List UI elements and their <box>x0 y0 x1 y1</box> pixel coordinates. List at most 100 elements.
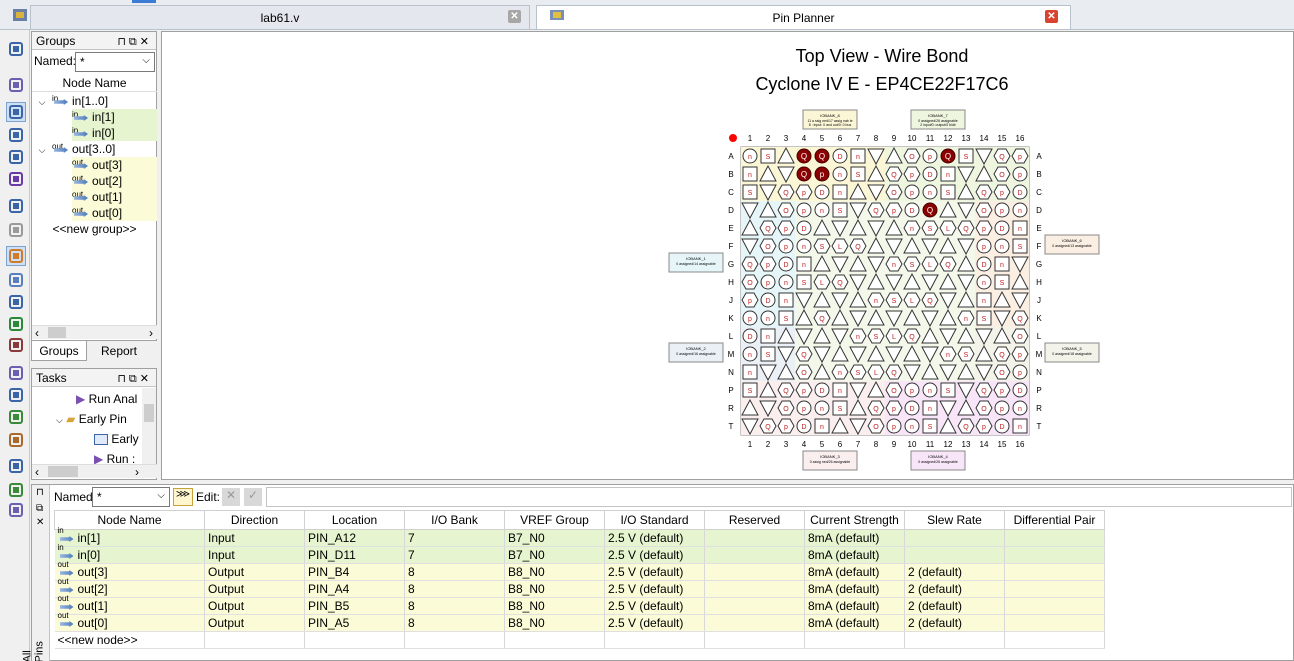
new-node-row[interactable]: <<new node>> <box>54 631 1105 649</box>
cell-reserved[interactable] <box>704 597 805 615</box>
cell-name[interactable]: out out[0] <box>54 612 205 632</box>
column-header[interactable]: Differential Pair <box>1004 510 1105 530</box>
cell-direction[interactable]: Output <box>204 614 305 632</box>
task-item[interactable]: ⌵ ▰ Early Pin <box>56 412 127 426</box>
cell-diff[interactable] <box>1004 597 1105 615</box>
io-icon[interactable] <box>6 292 26 312</box>
tab-report[interactable]: Report <box>100 344 138 358</box>
pins-filter-select[interactable]: * ⌵ <box>92 487 170 507</box>
cell-slew[interactable] <box>904 546 1005 564</box>
tab-groups[interactable]: Groups <box>31 341 87 361</box>
cell-standard[interactable]: 2.5 V (default) <box>604 529 705 547</box>
edit-field[interactable] <box>266 487 1292 507</box>
cell-empty[interactable] <box>404 631 505 649</box>
column-header[interactable]: Node Name <box>54 510 205 530</box>
cluster-icon[interactable] <box>6 314 26 334</box>
diff-pair-icon[interactable] <box>6 385 26 405</box>
tree-item[interactable]: ⌵ in in[1..0] <box>32 93 157 109</box>
cell-name[interactable]: out out[3] <box>54 561 205 581</box>
undo-icon[interactable] <box>6 196 26 216</box>
cell-reserved[interactable] <box>704 529 805 547</box>
filter-options-icon[interactable]: ⋙ <box>173 488 193 506</box>
pin-view-icon[interactable] <box>6 246 26 266</box>
cell-diff[interactable] <box>1004 580 1105 598</box>
cell-direction[interactable]: Input <box>204 529 305 547</box>
cancel-edit-icon[interactable]: ✕ <box>222 488 240 506</box>
cell-current[interactable]: 8mA (default) <box>804 614 905 632</box>
cell-location[interactable]: PIN_B5 <box>304 597 405 615</box>
accept-edit-icon[interactable]: ✓ <box>244 488 262 506</box>
task-item[interactable]: Early <box>94 431 139 447</box>
new-group-row[interactable]: <<new group>> <box>52 222 137 236</box>
tab-pin-planner[interactable]: Pin Planner ✕ <box>536 5 1071 29</box>
message-icon[interactable] <box>6 39 26 59</box>
cell-direction[interactable]: Output <box>204 563 305 581</box>
probe-icon[interactable] <box>6 407 26 427</box>
tree-item[interactable]: out out[2] <box>72 173 157 189</box>
cell-diff[interactable] <box>1004 614 1105 632</box>
panel-window-buttons[interactable]: ⊓⧉✕ <box>117 36 152 48</box>
cell-location[interactable]: PIN_A12 <box>304 529 405 547</box>
cell-bank[interactable]: 8 <box>404 614 505 632</box>
close-icon[interactable]: ✕ <box>508 10 521 23</box>
new-node-cell[interactable]: <<new node>> <box>54 631 205 649</box>
tree-item[interactable]: in in[1] <box>72 109 157 125</box>
cell-current[interactable]: 8mA (default) <box>804 563 905 581</box>
cell-current[interactable]: 8mA (default) <box>804 529 905 547</box>
cell-standard[interactable]: 2.5 V (default) <box>604 580 705 598</box>
table-row[interactable]: in in[1] Input PIN_A12 7 B7_N0 2.5 V (default)… <box>54 527 1105 547</box>
pin-grid[interactable]: 1122334455667788991010111112121313141415… <box>657 107 1117 479</box>
redo-icon[interactable] <box>6 220 26 240</box>
cell-standard[interactable]: 2.5 V (default) <box>604 546 705 564</box>
column-header[interactable]: I/O Bank <box>404 510 505 530</box>
pin-info-icon[interactable] <box>6 363 26 383</box>
table-row[interactable]: out out[3] Output PIN_B4 8 B8_N0 2.5 V (defaul… <box>54 561 1105 581</box>
cell-empty[interactable] <box>604 631 705 649</box>
horizontal-scrollbar[interactable]: ‹ › <box>32 325 157 340</box>
cell-bank[interactable]: 7 <box>404 546 505 564</box>
groups-filter-select[interactable]: * ⌵ <box>75 52 155 72</box>
cell-current[interactable]: 8mA (default) <box>804 580 905 598</box>
export-icon[interactable] <box>6 500 26 520</box>
cell-name[interactable]: out out[2] <box>54 578 205 598</box>
assignment-icon[interactable] <box>6 75 26 95</box>
cell-bank[interactable]: 7 <box>404 529 505 547</box>
cell-current[interactable]: 8mA (default) <box>804 597 905 615</box>
cell-vref[interactable]: B7_N0 <box>504 529 605 547</box>
column-header[interactable]: Current Strength <box>804 510 905 530</box>
horizontal-scrollbar[interactable]: ‹ › <box>32 464 157 479</box>
chevron-down-icon[interactable]: ⌵ <box>38 97 46 107</box>
tree-item[interactable]: out out[3] <box>72 157 157 173</box>
close-icon[interactable]: ✕ <box>36 517 45 528</box>
cell-slew[interactable]: 2 (default) <box>904 614 1005 632</box>
panel-window-buttons[interactable]: ⊓⧉✕ <box>117 373 152 385</box>
pin-icon[interactable]: ⊓ <box>36 487 44 498</box>
refresh-icon[interactable] <box>6 456 26 476</box>
cell-name[interactable]: out out[1] <box>54 595 205 615</box>
cell-location[interactable]: PIN_A4 <box>304 580 405 598</box>
bank-icon[interactable] <box>6 270 26 290</box>
tree-item[interactable]: ⌵ out out[3..0] <box>32 141 157 157</box>
close-icon[interactable]: ✕ <box>1045 10 1058 23</box>
task-item[interactable]: ▶ Run Anal <box>76 392 138 406</box>
cell-reserved[interactable] <box>704 580 805 598</box>
cell-direction[interactable]: Input <box>204 546 305 564</box>
cell-vref[interactable]: B8_N0 <box>504 580 605 598</box>
cell-location[interactable]: PIN_A5 <box>304 614 405 632</box>
cell-standard[interactable]: 2.5 V (default) <box>604 597 705 615</box>
cell-vref[interactable]: B8_N0 <box>504 597 605 615</box>
table-row[interactable]: out out[0] Output PIN_A5 8 B8_N0 2.5 V (defaul… <box>54 612 1105 632</box>
fit-icon[interactable] <box>6 169 26 189</box>
select-icon[interactable] <box>6 102 26 122</box>
tree-item[interactable]: out out[1] <box>72 189 157 205</box>
column-header[interactable]: Location <box>304 510 405 530</box>
tree-item[interactable]: out out[0] <box>72 205 157 221</box>
table-row[interactable]: out out[1] Output PIN_B5 8 B8_N0 2.5 V (defaul… <box>54 595 1105 615</box>
cell-slew[interactable] <box>904 529 1005 547</box>
people-icon[interactable] <box>6 430 26 450</box>
cell-reserved[interactable] <box>704 614 805 632</box>
cell-empty[interactable] <box>804 631 905 649</box>
cell-empty[interactable] <box>704 631 805 649</box>
cell-empty[interactable] <box>504 631 605 649</box>
cell-bank[interactable]: 8 <box>404 580 505 598</box>
